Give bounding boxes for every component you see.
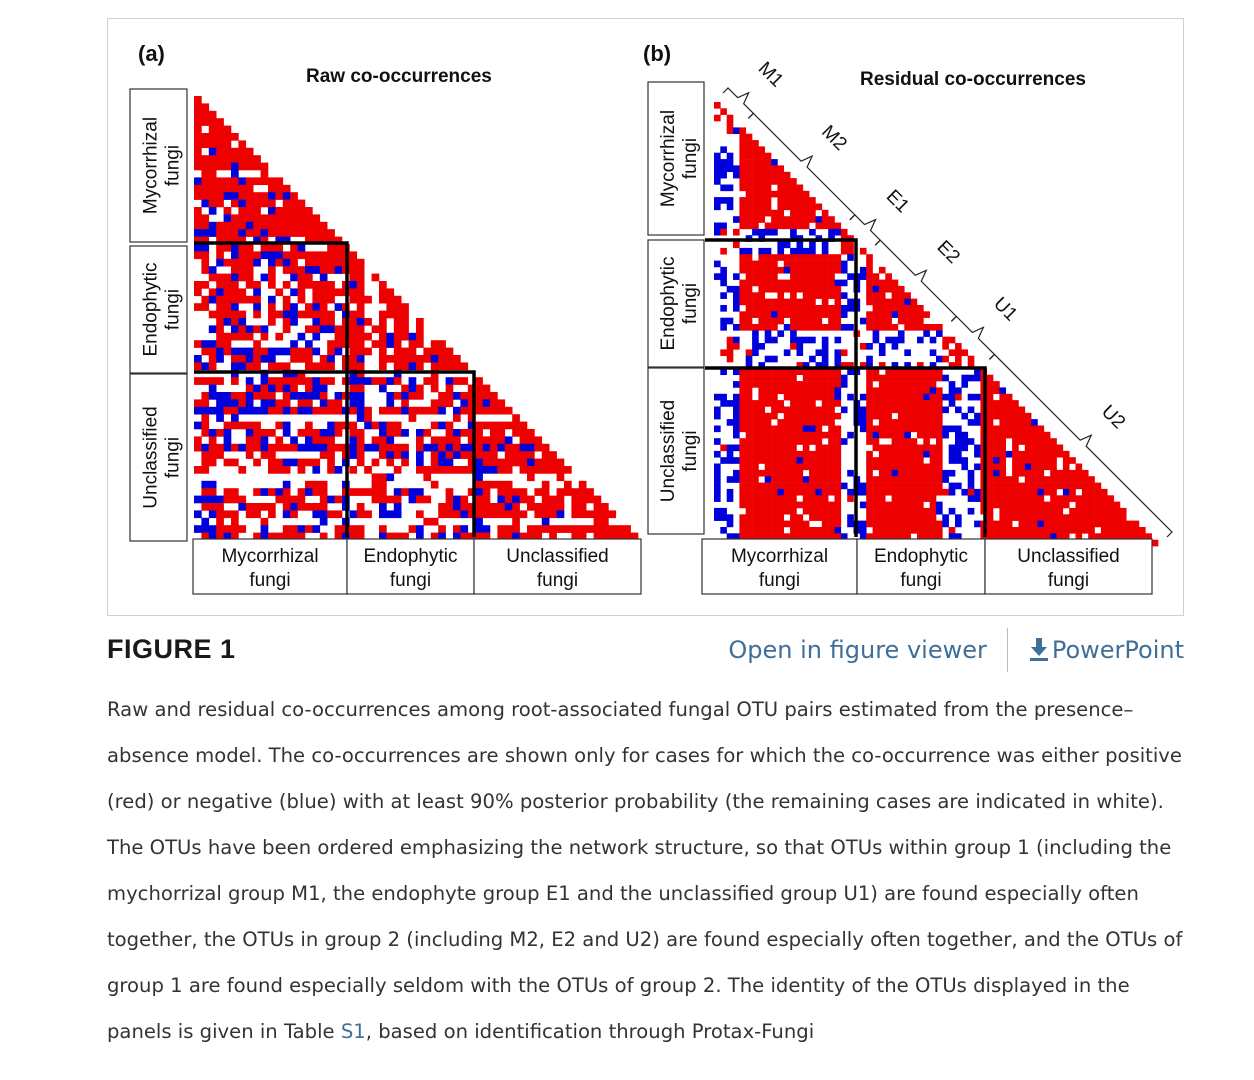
- figure-title: FIGURE 1: [107, 634, 236, 664]
- col-label-line: fungi: [759, 570, 800, 591]
- cluster-label: U1: [989, 293, 1021, 325]
- caption-line-last: panels is given in Table S1, based on id…: [107, 1009, 1187, 1055]
- panel-a-row-labels: MycorrhizalfungiEndophyticfungiUnclassif…: [129, 88, 188, 542]
- row-label-line: fungi: [680, 430, 701, 471]
- row-label-text: Endophyticfungi: [141, 262, 184, 356]
- row-label-line: Unclassified: [658, 400, 679, 502]
- panel-a-letter: (a): [138, 41, 165, 66]
- cluster-label: M1: [754, 58, 788, 92]
- row-label-box: [647, 367, 705, 535]
- col-label-text: Unclassified fungi: [1017, 546, 1119, 591]
- col-label-line: Unclassified: [506, 546, 608, 567]
- caption-line: group 1 are found especially seldom with…: [107, 974, 1130, 997]
- row-label-line: fungi: [163, 289, 184, 330]
- col-label-line: fungi: [900, 570, 941, 591]
- row-label-line: fungi: [680, 138, 701, 179]
- row-label-line: Mycorrhizal: [658, 110, 679, 207]
- col-label-box: [346, 538, 475, 595]
- row-label-text: Endophyticfungi: [658, 256, 701, 350]
- open-figure-viewer-link[interactable]: Open in figure viewer: [728, 636, 987, 664]
- row-label-box: [647, 239, 705, 368]
- col-label-text: Mycorrhizal fungi: [731, 546, 828, 591]
- caption-text: , based on identification through Protax…: [365, 1020, 815, 1043]
- row-label-line: fungi: [163, 437, 184, 478]
- panel-a-heatmap: [194, 96, 639, 541]
- col-label-line: Mycorrhizal: [221, 546, 318, 567]
- col-label-text: Unclassified fungi: [506, 546, 608, 591]
- col-label-line: Endophytic: [363, 546, 457, 567]
- row-label-line: Unclassified: [141, 406, 162, 508]
- row-label-box: [129, 245, 188, 374]
- col-label-box: [984, 538, 1153, 595]
- row-label-box: [647, 81, 705, 236]
- cluster-label: U2: [1097, 401, 1129, 433]
- panel-a-group-borders: [194, 241, 476, 537]
- col-label-line: fungi: [249, 570, 290, 591]
- cluster-bracket: [988, 353, 1173, 538]
- cluster-bracket: [722, 87, 755, 119]
- row-label-line: Endophytic: [141, 262, 162, 356]
- col-label-box: [473, 538, 642, 595]
- figure-caption: Raw and residual co-occurrences among ro…: [107, 687, 1187, 1055]
- row-label-text: Unclassifiedfungi: [658, 400, 701, 502]
- caption-line: (red) or negative (blue) with at least 9…: [107, 790, 1164, 813]
- col-label-line: Mycorrhizal: [731, 546, 828, 567]
- row-label-box: [129, 373, 188, 542]
- powerpoint-download-link[interactable]: PowerPoint: [1028, 636, 1184, 664]
- caption-line: Raw and residual co-occurrences among ro…: [107, 698, 1134, 721]
- table-s1-link[interactable]: S1: [340, 1020, 366, 1043]
- row-label-line: Endophytic: [658, 256, 679, 350]
- row-label-line: Mycorrhizal: [141, 117, 162, 214]
- caption-text: panels is given in Table: [107, 1020, 341, 1043]
- cluster-label: E1: [882, 186, 913, 217]
- caption-line: mychorrizal group M1, the endophyte grou…: [107, 882, 1139, 905]
- row-label-box: [129, 88, 188, 243]
- col-label-line: Unclassified: [1017, 546, 1119, 567]
- panel-b-heatmap: [714, 102, 1159, 547]
- col-label-line: fungi: [1048, 570, 1089, 591]
- col-label-text: Endophytic fungi: [363, 546, 457, 591]
- cluster-label: E2: [933, 237, 964, 268]
- download-icon: [1029, 638, 1048, 661]
- panel-a-title: Raw co-occurrences: [306, 66, 492, 87]
- row-label-text: Unclassifiedfungi: [141, 406, 184, 508]
- figure-actions: Open in figure viewer PowerPoint: [728, 628, 1184, 672]
- row-label-text: Mycorrhizalfungi: [141, 117, 184, 214]
- panel-b-row-labels: MycorrhizalfungiEndophyticfungiUnclassif…: [647, 81, 705, 535]
- col-label-line: Endophytic: [874, 546, 968, 567]
- panel-b-group-borders: [705, 238, 987, 537]
- panel-b-title: Residual co-occurrences: [860, 69, 1086, 90]
- figure-image[interactable]: (a) Raw co-occurrences Mycorrhizalfungi E…: [107, 18, 1184, 616]
- powerpoint-label: PowerPoint: [1051, 636, 1184, 664]
- cluster-label: M2: [817, 121, 851, 155]
- row-label-line: fungi: [680, 283, 701, 324]
- col-label-text: Mycorrhizal fungi: [221, 546, 318, 591]
- row-label-line: fungi: [163, 145, 184, 186]
- row-label-text: Mycorrhizalfungi: [658, 110, 701, 207]
- caption-line: absence model. The co-occurrences are sh…: [107, 744, 1182, 767]
- actions-divider: [1006, 628, 1008, 672]
- figure-canvas: (a) Raw co-occurrences MycorrhizalfungiE…: [129, 41, 1173, 595]
- col-label-box: [701, 538, 858, 595]
- col-label-text: Endophytic fungi: [874, 546, 968, 591]
- caption-line: The OTUs have been ordered emphasizing t…: [107, 836, 1172, 859]
- caption-line: together, the OTUs in group 2 (including…: [107, 928, 1183, 951]
- panel-b-letter: (b): [643, 41, 671, 66]
- col-label-line: fungi: [390, 570, 431, 591]
- col-label-line: fungi: [537, 570, 578, 591]
- col-label-box: [856, 538, 986, 595]
- col-label-box: [192, 538, 348, 595]
